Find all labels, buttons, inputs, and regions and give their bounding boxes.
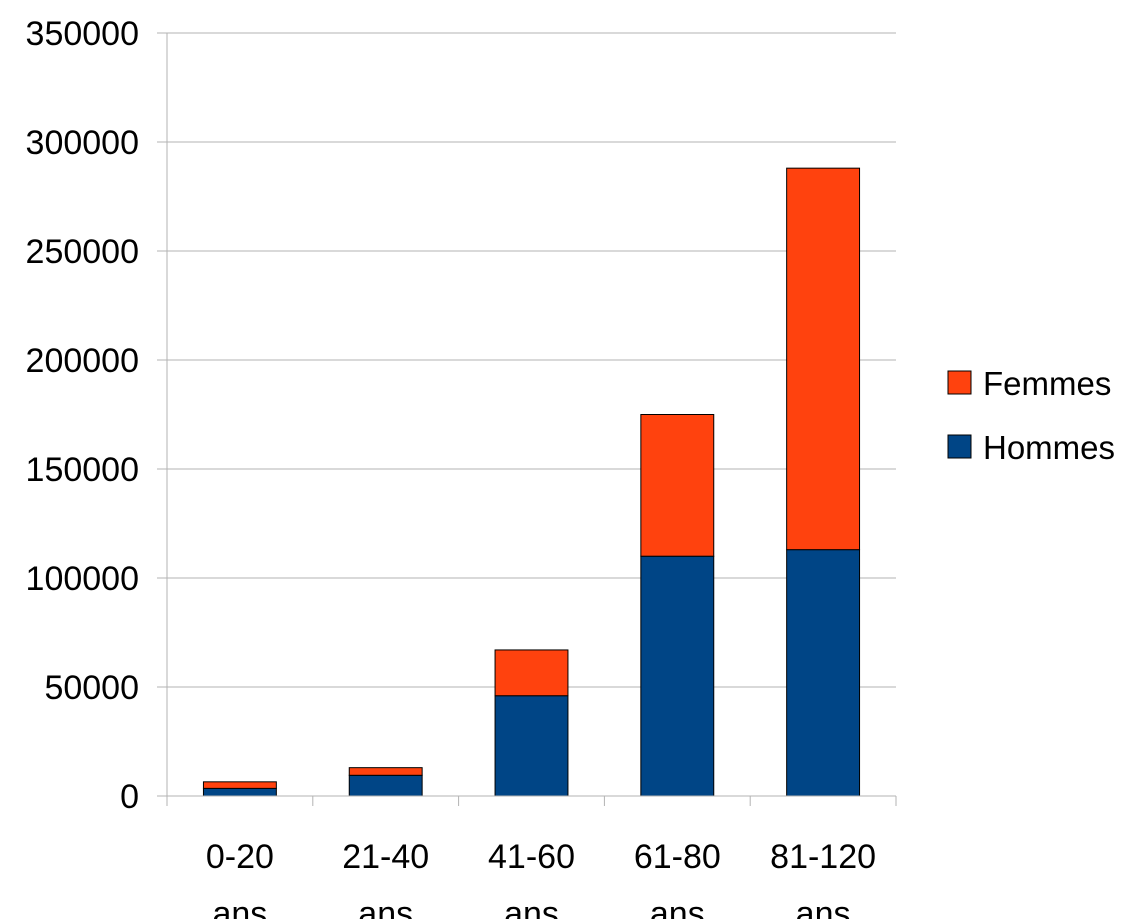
y-tick-label: 250000 xyxy=(26,233,139,271)
bar-femmes-3 xyxy=(640,414,715,557)
y-tick-label: 0 xyxy=(120,778,139,816)
x-tick-label: 0-20 xyxy=(206,838,274,876)
axes xyxy=(157,32,897,806)
gridlines xyxy=(167,32,896,688)
x-tick-label: ans xyxy=(212,895,267,919)
bars xyxy=(202,167,861,797)
x-tick-label: ans xyxy=(796,895,851,919)
y-tick-label: 150000 xyxy=(26,451,139,489)
y-tick-label: 100000 xyxy=(26,560,139,598)
y-axis-ticks: 0 50000 100000 150000 200000 250000 300000 3500… xyxy=(26,15,139,816)
bar-femmes-1 xyxy=(348,767,423,776)
legend-swatch-hommes xyxy=(947,434,972,459)
bar-femmes-2 xyxy=(494,649,569,697)
x-tick-label: ans xyxy=(504,895,559,919)
y-tick-label: 350000 xyxy=(26,15,139,53)
x-tick-label: ans xyxy=(650,895,705,919)
x-tick-label: 81-120 xyxy=(770,838,876,876)
bar-hommes-2 xyxy=(494,695,569,797)
bar-hommes-3 xyxy=(640,555,715,797)
bar-hommes-4 xyxy=(786,549,861,797)
legend-label-hommes: Hommes xyxy=(983,429,1115,466)
x-tick-label: 41-60 xyxy=(488,838,575,876)
legend-swatch-femmes xyxy=(947,370,972,395)
y-tick-label: 50000 xyxy=(44,669,139,707)
bar-femmes-4 xyxy=(786,167,861,551)
x-tick-label: 61-80 xyxy=(634,838,721,876)
bar-femmes-0 xyxy=(202,781,277,789)
legend-label-femmes: Femmes xyxy=(983,365,1111,402)
y-tick-label: 200000 xyxy=(26,342,139,380)
x-tick-label: ans xyxy=(358,895,413,919)
bar-hommes-1 xyxy=(348,774,423,797)
y-tick-label: 300000 xyxy=(26,124,139,162)
x-tick-label: 21-40 xyxy=(342,838,429,876)
bar-hommes-0 xyxy=(202,787,277,797)
x-axis-ticks: 0-20 ans 21-40 ans 41-60 ans 61-80 ans 81-120 ans xyxy=(206,838,876,919)
legend: Femmes Hommes xyxy=(947,365,1115,466)
